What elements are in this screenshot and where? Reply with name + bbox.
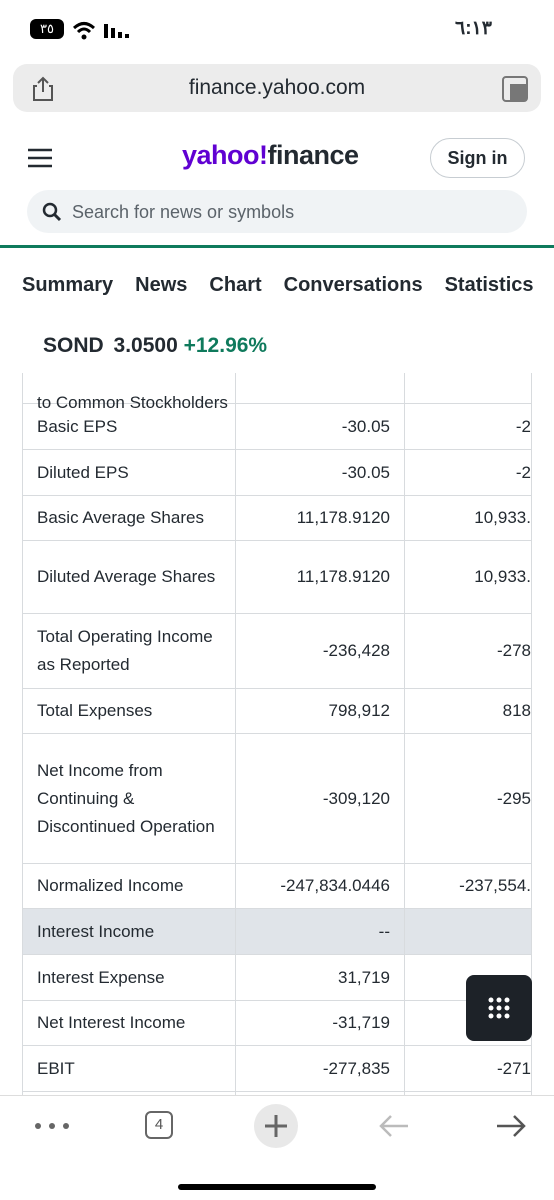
table-row: EBIT -277,835 -271 [22,1046,532,1092]
row-label: Normalized Income [22,864,236,908]
quote: SOND 3.0500 +12.96% [43,334,267,358]
table-row: Net Interest Income -31,719 [22,1001,532,1046]
row-label: Diluted EPS [22,450,236,495]
table-row: Interest Income -- [22,909,532,955]
tab[interactable]: Summary [22,274,114,296]
divider [0,245,554,248]
table-row: to Common Stockholders [22,373,532,411]
back-button[interactable] [378,1114,410,1138]
empty-cell [22,1092,236,1095]
cell-value: -30.05 [236,404,405,449]
tab-bar: Summary News Chart Conversations Statistics [22,274,534,297]
table-row: Diluted Average Shares 11,178.9120 10,933. [22,541,532,614]
row-label: to Common Stockholders [22,373,236,411]
row-label: Interest Income [22,909,236,954]
symbol: SOND [43,334,104,357]
cell-value: 10,933. [405,496,532,540]
battery-level: ٣٥ [40,21,54,36]
sign-in-button[interactable]: Sign in [430,138,525,178]
more-button[interactable] [34,1120,70,1132]
cell-value: -- [236,909,405,954]
logo-yahoo: yahoo! [182,140,268,170]
empty-cell [405,909,532,954]
table-row: Total Expenses 798,912 818 [22,689,532,734]
cell-value: -236,428 [236,614,405,688]
home-indicator [178,1184,376,1190]
row-label: Interest Expense [22,955,236,1000]
cell-value: -295 [405,734,532,863]
tab[interactable]: News [135,274,188,296]
price: 3.0500 [113,334,178,357]
search-icon [42,202,62,222]
table-row: Interest Expense 31,719 [22,955,532,1001]
cell-value: -309,120 [236,734,405,863]
share-icon[interactable] [31,76,55,102]
browser-toolbar: 4 [0,1095,554,1200]
empty-cell [236,373,405,403]
search-bar[interactable]: Search for news or symbols [27,190,527,233]
table-row: Basic EPS -30.05 -2 [22,404,532,450]
tab[interactable]: Chart [209,274,262,296]
cell-value: 818 [405,689,532,733]
grid-icon [488,997,510,1019]
table-row: Basic Average Shares 11,178.9120 10,933. [22,496,532,541]
empty-cell [236,1092,405,1095]
row-label: EBIT [22,1046,236,1091]
search-placeholder: Search for news or symbols [72,202,295,222]
change: +12.96% [183,334,268,357]
logo[interactable]: yahoo!finance [182,140,359,171]
cell-value: -237,554. [405,864,532,908]
row-label: Net Income from Continuing & Discontinue… [22,734,236,863]
row-label: Total Expenses [22,689,236,733]
tab[interactable]: Conversations [283,274,423,296]
cell-value: 798,912 [236,689,405,733]
table-row: Net Income from Continuing & Discontinue… [22,734,532,864]
cell-value: -271 [405,1046,532,1091]
table-row: Diluted EPS -30.05 -2 [22,450,532,496]
cell-value: -278 [405,614,532,688]
battery: ٣٥ [30,19,64,39]
tab-count[interactable]: 4 [145,1111,173,1139]
table-row [22,1092,532,1095]
empty-cell [405,1092,532,1095]
signal-icons [72,22,129,40]
grid-button[interactable] [466,975,532,1041]
cell-value: -31,719 [236,1001,405,1045]
translate-icon[interactable] [502,76,528,102]
row-label: Total Operating Income as Reported [22,614,236,688]
row-label: Basic EPS [22,404,236,449]
cell-value: -30.05 [236,450,405,495]
row-label: Basic Average Shares [22,496,236,540]
table-row: Total Operating Income as Reported -236,4… [22,614,532,689]
row-label: Net Interest Income [22,1001,236,1045]
cell-value: -2 [405,404,532,449]
cell-value: 31,719 [236,955,405,1000]
tab[interactable]: Statistics [444,274,534,296]
address-bar[interactable]: finance.yahoo.com [13,64,541,112]
forward-button[interactable] [495,1114,527,1138]
url: finance.yahoo.com [188,76,366,99]
clock: ٦:١٣ [455,18,492,39]
table-row: Normalized Income -247,834.0446 -237,554. [22,864,532,909]
cell-value: -247,834.0446 [236,864,405,908]
cell-value: 10,933. [405,541,532,613]
cell-value: 11,178.9120 [236,541,405,613]
cell-value: -277,835 [236,1046,405,1091]
cell-value: 11,178.9120 [236,496,405,540]
cell-value: -2 [405,450,532,495]
plus-icon [265,1115,287,1137]
row-label: Diluted Average Shares [22,541,236,613]
empty-cell [405,373,532,403]
menu-icon[interactable] [28,148,52,168]
logo-finance: finance [267,140,360,170]
new-tab-button[interactable] [254,1104,298,1148]
empty-cell [405,955,532,1000]
financials-table: to Common Stockholders Basic EPS -30.05 -2 D… [22,373,532,1095]
